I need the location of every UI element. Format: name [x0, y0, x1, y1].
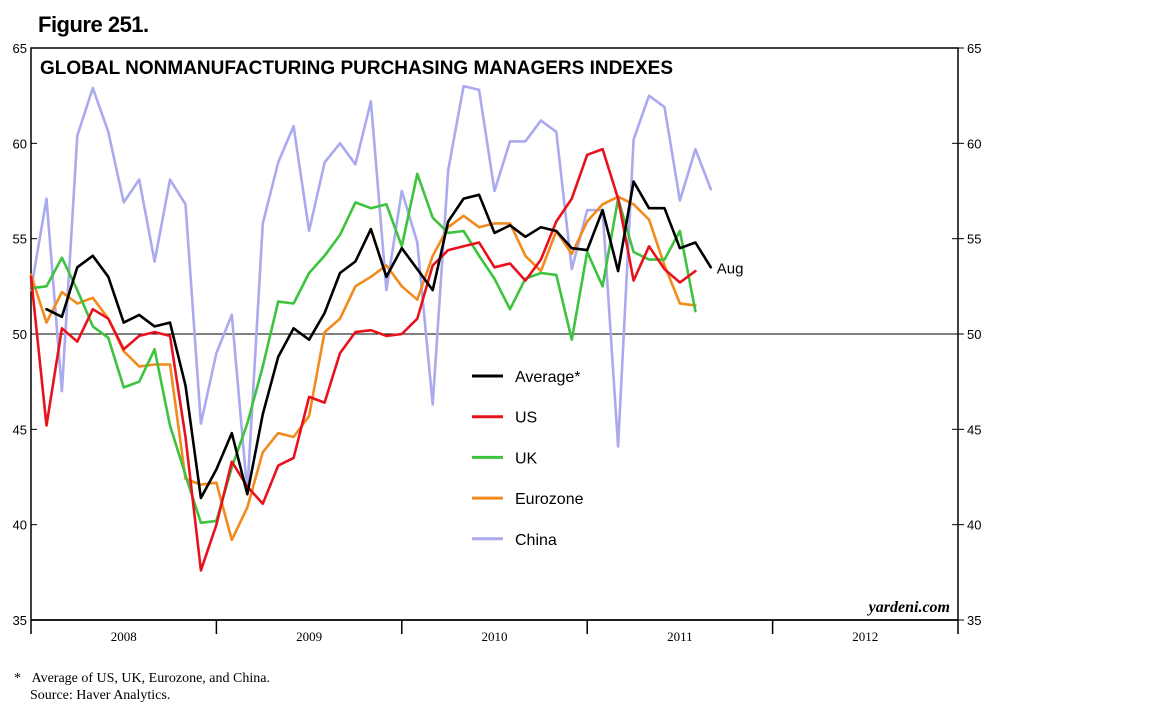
- y-tick-label-left: 55: [13, 232, 27, 247]
- y-tick-label-left: 65: [13, 41, 27, 56]
- footnote-asterisk: *: [14, 671, 21, 686]
- legend-label-eurozone: Eurozone: [515, 491, 584, 508]
- series-line-china: [29, 84, 713, 494]
- y-tick-label-left: 50: [13, 327, 27, 342]
- year-label-2009: 2009: [296, 629, 322, 644]
- y-tick-label-left: 45: [13, 422, 27, 437]
- series-line-uk: [29, 172, 697, 525]
- chart-title: GLOBAL NONMANUFACTURING PURCHASING MANAG…: [40, 58, 673, 79]
- footnote: * Average of US, UK, Eurozone, and China…: [14, 670, 270, 704]
- year-label-2011: 2011: [667, 629, 693, 644]
- year-label-2010: 2010: [482, 629, 508, 644]
- y-tick-label-left: 40: [13, 518, 27, 533]
- legend-label-us: US: [515, 410, 537, 427]
- y-tick-label-right: 55: [967, 232, 981, 247]
- footnote-source: Source: Haver Analytics.: [30, 688, 171, 703]
- series-line-average: [45, 180, 713, 500]
- y-tick-label-right: 35: [967, 613, 981, 628]
- legend: Average* US UK Eurozone China: [472, 369, 584, 549]
- y-tick-label-right: 60: [967, 136, 981, 151]
- figure-label: Figure 251.: [38, 12, 149, 37]
- year-label-2008: 2008: [111, 629, 137, 644]
- y-tick-label-left: 35: [13, 613, 27, 628]
- year-label-2012: 2012: [852, 629, 878, 644]
- legend-label-uk: UK: [515, 450, 538, 467]
- y-tick-label-right: 65: [967, 41, 981, 56]
- legend-label-china: China: [515, 532, 557, 549]
- y-tick-label-right: 50: [967, 327, 981, 342]
- y-tick-label-right: 40: [967, 518, 981, 533]
- end-label: Aug: [717, 260, 744, 277]
- legend-label-average: Average*: [515, 369, 581, 386]
- series-line-us: [29, 147, 697, 572]
- y-tick-label-left: 60: [13, 136, 27, 151]
- watermark: yardeni.com: [867, 599, 950, 616]
- y-tick-label-right: 45: [967, 422, 981, 437]
- series-line-eurozone: [29, 195, 697, 542]
- footnote-note: Average of US, UK, Eurozone, and China.: [31, 671, 270, 686]
